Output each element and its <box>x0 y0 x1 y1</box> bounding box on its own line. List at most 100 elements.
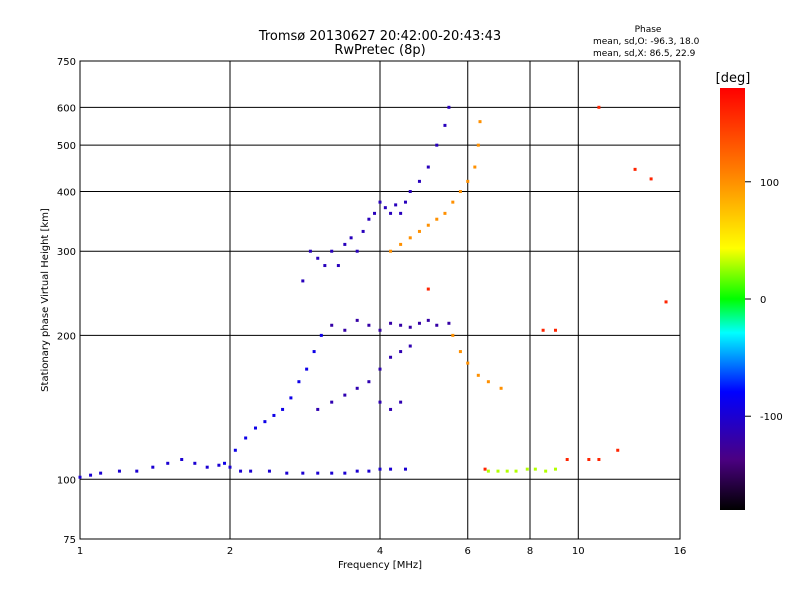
x-tick-label: 16 <box>674 546 687 557</box>
echo-point <box>361 229 365 233</box>
echo-point <box>263 420 267 424</box>
echo-point <box>435 323 439 327</box>
echo-point <box>336 264 340 268</box>
echo-point <box>312 350 316 354</box>
y-tick-label: 75 <box>63 535 76 546</box>
echo-point <box>417 321 421 325</box>
echo-point <box>89 473 93 477</box>
plot-area <box>78 60 681 540</box>
echo-point <box>426 165 430 169</box>
data-points <box>78 105 668 479</box>
echo-point <box>330 249 334 253</box>
echo-point <box>633 167 637 171</box>
echo-point <box>330 400 334 404</box>
colorbar-gradient <box>720 88 745 510</box>
echo-point <box>316 471 320 475</box>
y-tick-label: 400 <box>57 187 76 198</box>
echo-point <box>544 469 548 473</box>
echo-point <box>330 323 334 327</box>
echo-point <box>355 469 359 473</box>
echo-point <box>403 200 407 204</box>
y-tick-label: 200 <box>57 331 76 342</box>
echo-point <box>435 143 439 147</box>
echo-point <box>355 249 359 253</box>
y-axis-label: Stationary phase Virtual Height [km] <box>40 208 51 392</box>
y-tick-label: 500 <box>57 141 76 152</box>
echo-point <box>473 165 477 169</box>
echo-point <box>505 469 509 473</box>
echo-point <box>435 217 439 221</box>
phase-stats-x: mean, sd,X: 86.5, 22.9 <box>593 49 696 59</box>
echo-point <box>267 469 271 473</box>
echo-point <box>533 467 537 471</box>
echo-point <box>316 256 320 260</box>
x-tick-label: 4 <box>377 546 383 557</box>
echo-point <box>394 203 398 207</box>
echo-point <box>616 448 620 452</box>
echo-point <box>253 426 257 430</box>
echo-point <box>289 396 293 400</box>
echo-point <box>297 380 301 384</box>
echo-point <box>466 361 470 365</box>
echo-point <box>217 463 221 467</box>
echo-point <box>319 333 323 337</box>
echo-point <box>451 333 455 337</box>
echo-point <box>478 120 482 124</box>
echo-point <box>378 367 382 371</box>
echo-point <box>316 407 320 411</box>
colorbar-tick-label: 100 <box>760 178 779 189</box>
echo-point <box>466 179 470 183</box>
y-tick-label: 600 <box>57 103 76 114</box>
echo-point <box>205 465 209 469</box>
grid-lines <box>80 61 680 539</box>
chart-title: Tromsø 20130627 20:42:00-20:43:43 <box>258 29 501 44</box>
y-tick-label: 100 <box>57 475 76 486</box>
echo-point <box>151 465 155 469</box>
echo-point <box>565 457 569 461</box>
echo-point <box>597 105 601 109</box>
echo-point <box>417 179 421 183</box>
echo-point <box>447 105 451 109</box>
echo-point <box>272 413 276 417</box>
echo-point <box>343 328 347 332</box>
echo-point <box>389 355 393 359</box>
echo-point <box>408 344 412 348</box>
echo-point <box>323 264 327 268</box>
echo-point <box>367 217 371 221</box>
echo-point <box>389 467 393 471</box>
echo-point <box>426 223 430 227</box>
echo-point <box>285 471 289 475</box>
phase-colorbar: [deg] -100 0 100 <box>716 71 783 510</box>
echo-point <box>301 471 305 475</box>
echo-point <box>233 448 237 452</box>
echo-point <box>239 469 243 473</box>
chart-subtitle: RwPretec (8p) <box>334 43 425 58</box>
echo-point <box>378 467 382 471</box>
echo-point <box>458 350 462 354</box>
x-axis: 1 2 4 6 8 10 16 <box>77 546 687 557</box>
echo-point <box>664 300 668 304</box>
phase-stats-o: mean, sd,O: -96.3, 18.0 <box>593 37 700 47</box>
y-tick-label: 750 <box>57 57 76 68</box>
x-tick-label: 10 <box>572 546 585 557</box>
echo-point <box>281 407 285 411</box>
echo-point <box>476 143 480 147</box>
echo-point <box>514 469 518 473</box>
echo-point <box>408 189 412 193</box>
echo-point <box>417 229 421 233</box>
echo-point <box>525 467 529 471</box>
echo-point <box>399 400 403 404</box>
echo-point <box>443 123 447 127</box>
echo-point <box>403 467 407 471</box>
echo-point <box>426 318 430 322</box>
echo-point <box>301 279 305 283</box>
echo-point <box>399 242 403 246</box>
x-tick-label: 2 <box>227 546 233 557</box>
echo-point <box>228 465 232 469</box>
echo-point <box>305 367 309 371</box>
echo-point <box>476 373 480 377</box>
echo-point <box>117 469 121 473</box>
echo-point <box>244 436 248 440</box>
echo-point <box>541 328 545 332</box>
